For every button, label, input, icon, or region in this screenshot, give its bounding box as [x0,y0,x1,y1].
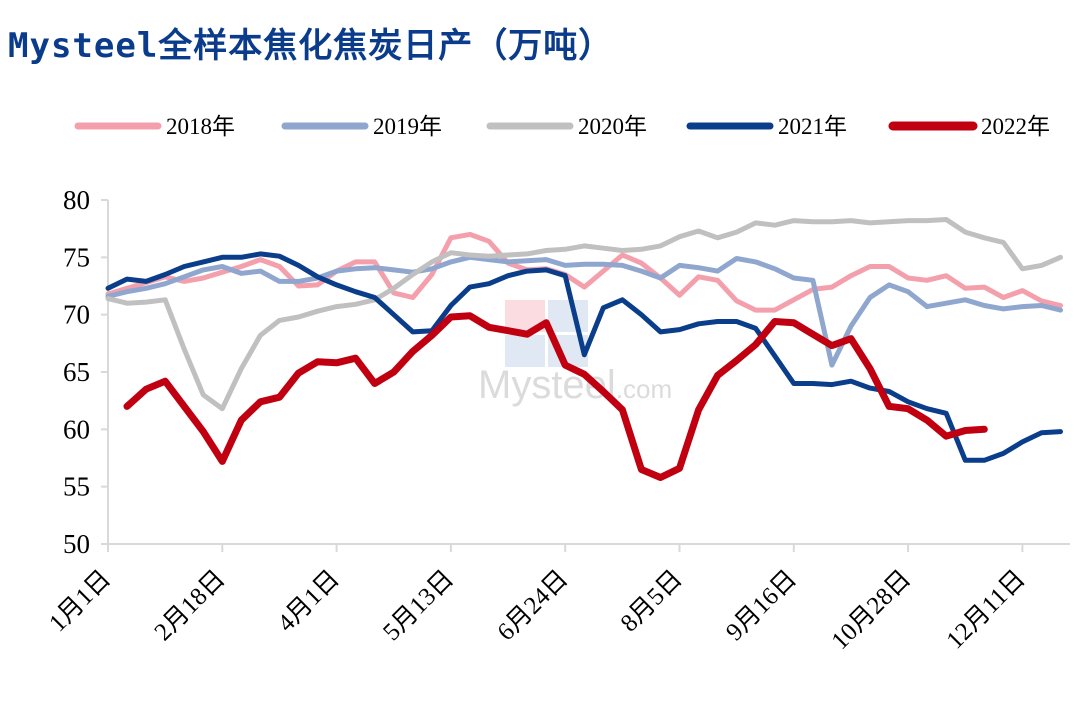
legend-label: 2022年 [981,114,1050,139]
legend-label: 2021年 [778,114,847,139]
legend: 2018年 2019年 2020年 2021年 2022年 [74,114,1050,139]
chart-title: Mysteel全样本焦化焦炭日产（万吨） [8,26,614,66]
series-line-2020 [105,217,1063,412]
y-tick-label: 55 [63,472,90,502]
legend-label: 2019年 [373,114,442,139]
y-tick-label: 80 [63,185,90,215]
series-line-2019 [105,254,1063,368]
legend-label: 2018年 [166,114,235,139]
y-tick-label: 50 [63,529,90,559]
x-tick-label: 2月18日 [150,565,231,646]
x-tick-label: 10月28日 [827,565,917,655]
x-tick-label: 6月24日 [492,565,573,646]
x-tick-label: 1月1日 [44,565,116,637]
series-line-2022 [123,312,988,481]
x-tick-label: 12月11日 [941,565,1030,654]
x-tick-label: 5月13日 [378,565,459,646]
watermark-block [548,300,588,332]
series-line-2018 [105,231,1063,313]
series-lines [105,217,1063,481]
x-tick-label: 4月1日 [273,565,345,637]
y-tick-label: 60 [63,414,90,444]
legend-label: 2020年 [578,114,647,139]
x-tick-label: 8月5日 [616,565,688,637]
y-tick-label: 70 [63,300,90,330]
y-tick-label: 65 [63,357,90,387]
watermark-block [505,335,545,367]
series-line-2021 [105,251,1063,463]
y-tick-label: 75 [63,242,90,272]
x-tick-label: 9月16日 [721,565,802,646]
